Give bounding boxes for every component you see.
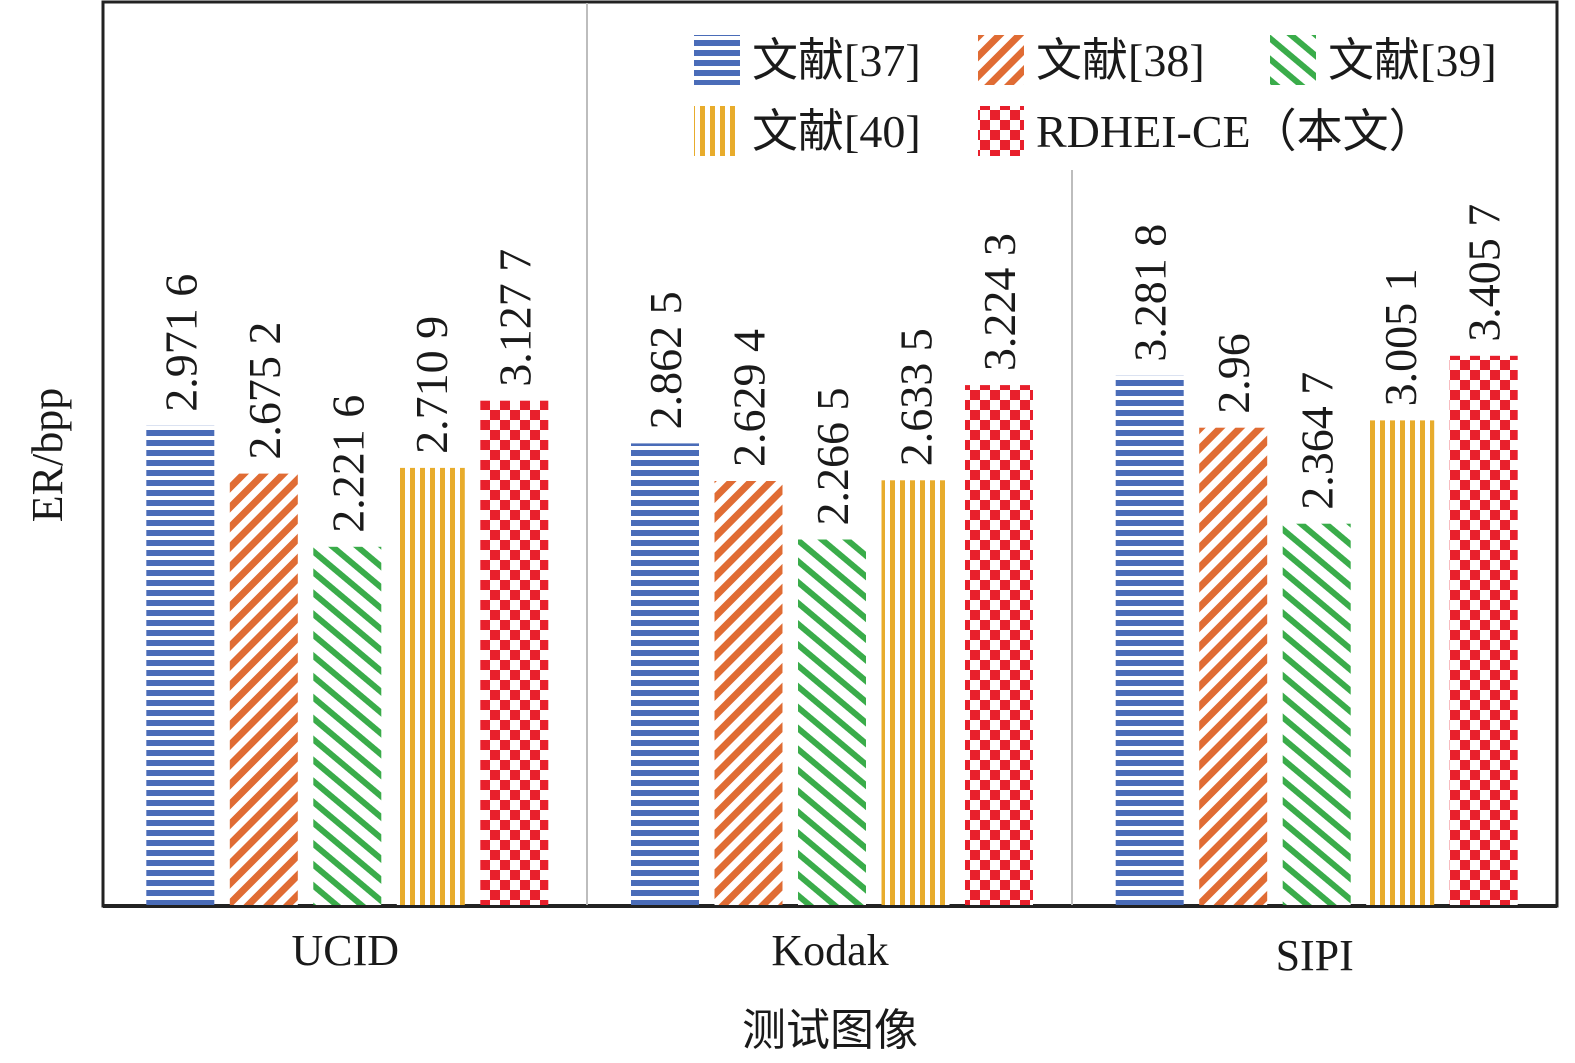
data-label-sipi-series-3: 3.005 1 (1375, 268, 1426, 406)
x-tick-label-kodak: Kodak (771, 926, 888, 975)
x-tick-label-sipi: SIPI (1276, 931, 1354, 980)
legend-label-1: 文献[38] (1036, 35, 1205, 86)
bar-sipi-series-2 (1282, 523, 1351, 905)
data-label-ucid-series-2: 2.221 6 (322, 395, 373, 533)
legend-item-1: 文献[38] (978, 35, 1205, 86)
x-tick-labels: UCID Kodak SIPI (292, 926, 1354, 980)
data-label-sipi-series-1: 2.96 (1208, 333, 1259, 414)
data-label-kodak-series-3: 2.633 5 (891, 328, 942, 466)
legend-swatch-0 (694, 35, 740, 85)
data-label-kodak-series-4: 3.224 3 (974, 233, 1025, 371)
data-label-kodak-series-1: 2.629 4 (724, 329, 775, 467)
bar-sipi-series-0 (1115, 375, 1184, 905)
bar-ucid-series-2 (313, 546, 382, 905)
legend-swatch-2 (1270, 35, 1316, 85)
x-tick-label-ucid: UCID (292, 926, 400, 975)
data-label-ucid-series-3: 2.710 9 (406, 316, 457, 454)
data-label-sipi-series-0: 3.281 8 (1125, 224, 1176, 362)
legend-label-2: 文献[39] (1328, 35, 1497, 86)
bar-kodak-series-0 (631, 443, 699, 905)
bars-group (146, 355, 1518, 906)
legend-label-0: 文献[37] (752, 35, 921, 86)
data-label-kodak-series-0: 2.862 5 (640, 291, 691, 429)
legend-item-0: 文献[37] (694, 35, 921, 86)
bar-kodak-series-2 (798, 539, 866, 905)
legend-label-4: RDHEI-CE（本文） (1036, 106, 1435, 157)
bar-kodak-series-4 (965, 385, 1033, 906)
data-label-kodak-series-2: 2.266 5 (807, 388, 858, 526)
legend: 文献[37] 文献[38] 文献[39] 文献[40] RDHEI-CE（本文） (694, 35, 1497, 157)
legend-item-2: 文献[39] (1270, 35, 1497, 86)
data-labels-group: 2.971 6 2.675 2 2.221 6 2.710 9 3.127 7 2.862… (155, 204, 1509, 533)
bar-ucid-series-3 (396, 467, 465, 905)
bar-kodak-series-1 (714, 481, 783, 905)
y-axis-title: ER/bpp (23, 388, 72, 522)
legend-swatch-3 (694, 106, 740, 156)
data-label-ucid-series-0: 2.971 6 (155, 274, 206, 412)
bar-kodak-series-3 (881, 480, 950, 905)
data-label-sipi-series-4: 3.405 7 (1459, 204, 1510, 342)
bar-ucid-series-4 (480, 400, 549, 905)
x-axis-title: 测试图像 (742, 1006, 918, 1055)
data-label-ucid-series-1: 2.675 2 (239, 322, 290, 460)
data-label-ucid-series-4: 3.127 7 (489, 249, 540, 387)
legend-swatch-1 (978, 35, 1024, 85)
bar-sipi-series-1 (1199, 427, 1268, 905)
legend-label-3: 文献[40] (752, 106, 921, 157)
legend-item-4: RDHEI-CE（本文） (978, 106, 1435, 157)
bar-ucid-series-0 (146, 425, 215, 905)
bar-sipi-series-4 (1449, 355, 1518, 905)
legend-item-3: 文献[40] (694, 106, 921, 157)
bar-ucid-series-1 (229, 473, 298, 905)
bar-sipi-series-3 (1366, 420, 1435, 905)
legend-swatch-4 (978, 106, 1024, 156)
data-label-sipi-series-2: 2.364 7 (1292, 372, 1343, 510)
